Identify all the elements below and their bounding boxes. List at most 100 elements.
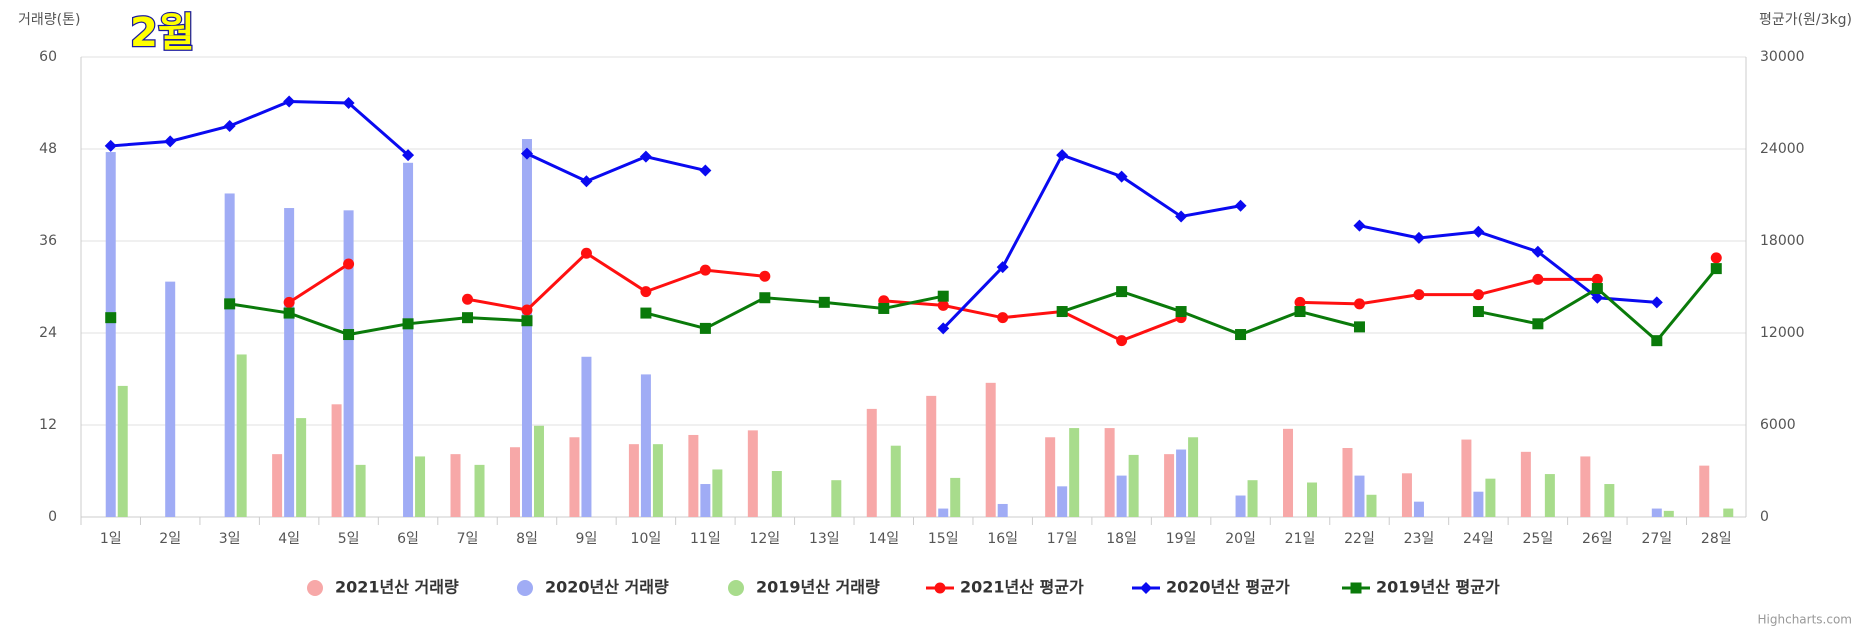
y-tick-label: 48 <box>39 141 57 157</box>
bar <box>1413 501 1424 517</box>
bar <box>1342 448 1353 517</box>
x-tick-label: 1일 <box>100 531 122 547</box>
bar <box>640 374 651 517</box>
point <box>818 296 830 308</box>
x-tick-label: 24일 <box>1463 531 1494 547</box>
point <box>1056 306 1068 318</box>
point <box>1175 306 1187 318</box>
x-tick-label: 7일 <box>457 531 479 547</box>
point <box>402 318 414 330</box>
point <box>520 147 533 160</box>
legend-label: 2020년산 거래량 <box>545 578 669 597</box>
legend-label: 2021년산 평균가 <box>960 578 1084 597</box>
point <box>104 139 117 152</box>
point <box>1116 286 1128 298</box>
bar <box>926 395 937 517</box>
credit: Highcharts.com <box>1758 613 1852 627</box>
y-tick-label: 0 <box>48 509 57 525</box>
point <box>1472 225 1485 238</box>
bar <box>1723 508 1734 517</box>
bar <box>831 480 842 517</box>
bar <box>581 356 592 517</box>
point <box>1472 289 1484 301</box>
point <box>1294 306 1306 318</box>
y2-tick-label: 24000 <box>1760 141 1805 157</box>
bar <box>700 484 711 517</box>
point <box>1116 335 1128 347</box>
point <box>1353 321 1365 333</box>
bar <box>1580 456 1591 517</box>
point <box>1413 289 1425 301</box>
legend-symbol <box>728 580 744 596</box>
point <box>1532 318 1544 330</box>
point <box>1472 306 1484 318</box>
point <box>462 312 474 324</box>
bar <box>105 152 116 518</box>
point <box>580 247 592 259</box>
x-tick-label: 15일 <box>928 531 959 547</box>
bar <box>521 139 532 518</box>
bar <box>533 425 544 517</box>
bar <box>450 454 461 517</box>
point <box>1591 291 1604 304</box>
point <box>1710 252 1722 264</box>
point <box>1591 273 1603 285</box>
point <box>1115 170 1128 183</box>
point <box>937 299 949 311</box>
x-tick-label: 2일 <box>159 531 181 547</box>
bar <box>652 444 663 517</box>
x-tick-label: 8일 <box>516 531 538 547</box>
x-tick-label: 23일 <box>1404 531 1435 547</box>
legend-symbol <box>517 580 533 596</box>
point <box>1350 582 1362 594</box>
bar <box>272 454 283 517</box>
bar <box>628 444 639 517</box>
point <box>699 264 711 276</box>
y2-tick-label: 6000 <box>1760 417 1796 433</box>
point <box>1710 263 1722 275</box>
legend-label: 2021년산 거래량 <box>335 578 459 597</box>
bar <box>1485 478 1496 517</box>
x-tick-label: 20일 <box>1225 531 1256 547</box>
point <box>934 582 946 594</box>
x-tick-label: 11일 <box>690 531 721 547</box>
legend-symbol <box>307 580 323 596</box>
bar <box>1057 486 1068 517</box>
point <box>937 290 949 302</box>
point <box>1235 329 1247 341</box>
point <box>402 149 415 162</box>
x-tick-label: 14일 <box>868 531 899 547</box>
bar <box>331 404 342 517</box>
point <box>521 315 533 327</box>
point <box>997 312 1009 324</box>
point <box>640 307 652 319</box>
point <box>639 150 652 163</box>
bar <box>1401 473 1412 517</box>
bar <box>569 437 580 517</box>
point <box>640 286 652 298</box>
bar <box>1069 428 1080 517</box>
bar <box>1235 495 1246 517</box>
point <box>699 322 711 334</box>
point <box>1650 296 1663 309</box>
bar <box>509 447 520 517</box>
chart-title: 2월 <box>130 10 195 56</box>
point <box>1175 210 1188 223</box>
bar <box>474 464 485 517</box>
bar <box>1366 494 1377 517</box>
bar <box>343 210 354 518</box>
x-tick-label: 22일 <box>1344 531 1375 547</box>
bar <box>771 471 782 517</box>
y2-tick-label: 18000 <box>1760 233 1805 249</box>
bar <box>1473 491 1484 517</box>
x-tick-label: 9일 <box>576 531 598 547</box>
bar <box>1604 484 1615 517</box>
bar <box>355 464 366 517</box>
bar <box>1307 482 1318 517</box>
point <box>342 97 355 109</box>
bar <box>1128 454 1139 517</box>
point <box>1412 231 1425 244</box>
x-tick-label: 12일 <box>749 531 780 547</box>
y-tick-label: 24 <box>39 325 57 341</box>
